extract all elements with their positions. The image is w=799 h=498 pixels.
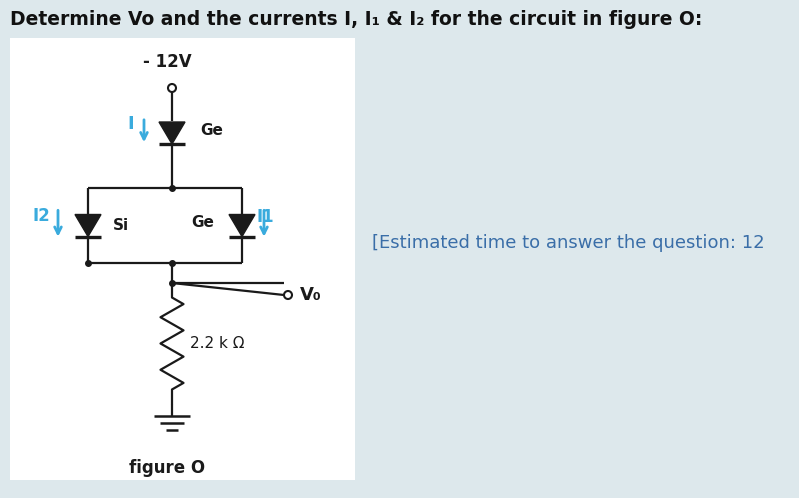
Text: Determine Vo and the currents I, I₁ & I₂ for the circuit in figure O:: Determine Vo and the currents I, I₁ & I₂… bbox=[10, 10, 702, 29]
Text: Ge: Ge bbox=[191, 215, 214, 230]
Text: figure O: figure O bbox=[129, 459, 205, 477]
Text: Ge: Ge bbox=[200, 123, 223, 137]
Polygon shape bbox=[75, 215, 101, 237]
Bar bbox=[10, 38, 355, 480]
Text: I2: I2 bbox=[32, 207, 50, 225]
Polygon shape bbox=[159, 122, 185, 144]
Text: I: I bbox=[127, 115, 134, 133]
Text: Si: Si bbox=[113, 218, 129, 233]
Text: I1: I1 bbox=[256, 208, 273, 226]
Text: 2.2 k Ω: 2.2 k Ω bbox=[190, 336, 244, 351]
Text: [Estimated time to answer the question: 12: [Estimated time to answer the question: … bbox=[372, 234, 765, 252]
Text: V₀: V₀ bbox=[300, 286, 322, 304]
Text: - 12V: - 12V bbox=[143, 53, 191, 71]
Polygon shape bbox=[229, 215, 255, 237]
